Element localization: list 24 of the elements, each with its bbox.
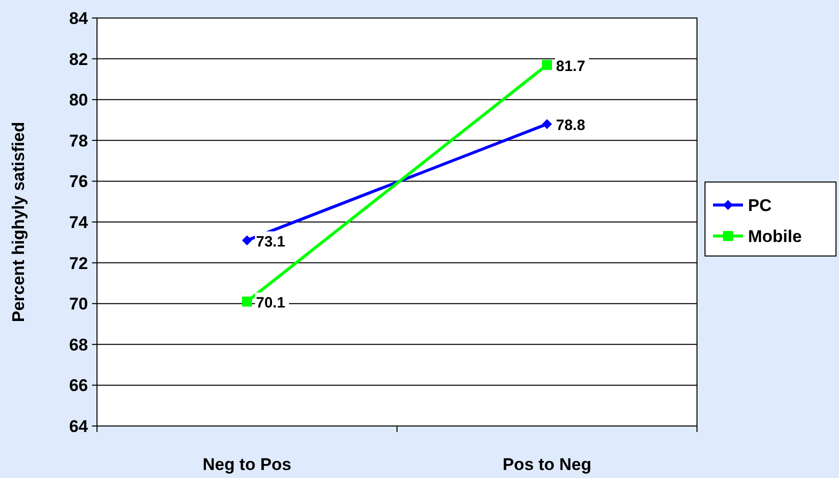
legend-label: Mobile [748, 227, 802, 246]
legend-label: PC [748, 196, 772, 215]
y-tick-label: 76 [69, 172, 88, 192]
data-label: 78.8 [556, 117, 586, 134]
y-tick-label: 66 [69, 376, 88, 396]
y-axis-title: Percent highyly satisfied [9, 122, 28, 322]
point [242, 235, 252, 246]
data-label: 81.7 [556, 58, 586, 75]
point [542, 60, 552, 70]
y-tick-label: 68 [69, 335, 88, 354]
data-label: 70.1 [256, 294, 286, 312]
x-tick-label: Pos to Neg [502, 455, 592, 474]
point [542, 119, 552, 130]
point [242, 296, 252, 307]
y-tick-label: 72 [69, 254, 88, 273]
y-tick-label: 70 [69, 294, 88, 314]
y-tick-label: 80 [69, 90, 88, 110]
y-tick-label: 82 [69, 50, 88, 69]
data-label: 73.1 [256, 233, 286, 250]
x-tick-label: Neg to Pos [202, 455, 292, 474]
y-tick-label: 64 [69, 417, 89, 436]
y-tick-label: 78 [69, 131, 88, 150]
y-tick-label: 84 [69, 9, 89, 28]
y-tick-label: 74 [69, 213, 89, 232]
